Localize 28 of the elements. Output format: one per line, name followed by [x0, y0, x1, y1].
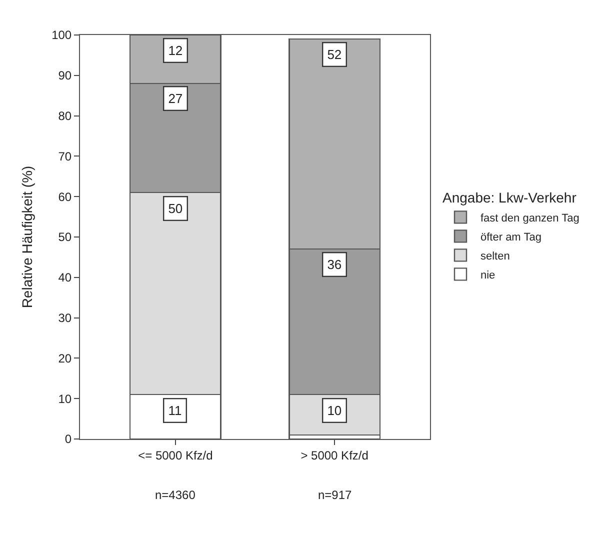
data-label: 52: [327, 47, 342, 62]
data-label: 10: [327, 403, 342, 418]
y-tick-label: 60: [58, 190, 72, 204]
legend-label: selten: [480, 250, 510, 262]
text: n=917: [318, 488, 352, 502]
legend-label: nie: [480, 269, 496, 282]
data-label: 27: [168, 91, 183, 106]
data-label: 12: [168, 43, 183, 58]
y-tick-label: 90: [58, 68, 72, 83]
y-axis-title: Relative Häufigkeit (%): [19, 166, 36, 308]
y-tick-label: 30: [58, 311, 72, 325]
legend-title: Angabe: Lkw-Verkehr: [442, 190, 577, 206]
legend-label: öfter am Tag: [480, 231, 542, 244]
y-tick-label: 10: [58, 392, 72, 406]
data-label: 50: [168, 201, 183, 216]
y-tick-label: 80: [58, 109, 72, 123]
text: n=4360: [155, 488, 196, 502]
y-tick-label: 100: [52, 28, 72, 42]
y-tick-label: 40: [58, 270, 72, 285]
y-tick-label: 70: [58, 149, 72, 164]
legend-label: fast den ganzen Tag: [480, 212, 580, 224]
y-tick-label: 0: [64, 432, 72, 446]
data-label: 36: [327, 257, 342, 272]
x-tick-label: > 5000 Kfz/d: [300, 448, 368, 462]
y-tick-label: 20: [58, 351, 72, 366]
x-tick-label: <= 5000 Kfz/d: [138, 448, 213, 462]
data-label: 11: [168, 403, 182, 418]
y-tick-label: 50: [58, 230, 72, 244]
